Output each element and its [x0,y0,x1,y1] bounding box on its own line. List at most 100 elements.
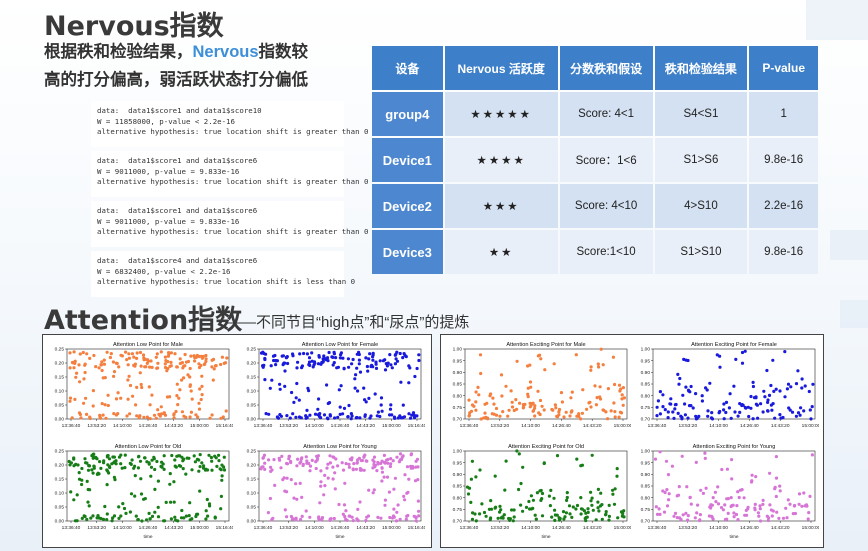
scatter-point [684,511,688,515]
scatter-point [611,355,615,359]
scatter-point [747,414,751,419]
scatter-point [163,355,167,359]
scatter-point [667,492,671,496]
scatter-point [790,410,795,414]
scatter-point [124,511,128,515]
scatter-point [290,390,294,395]
scatter-point [124,350,128,354]
scatter-point [395,510,399,514]
scatter-point [699,488,703,492]
x-tick-label: 13:53:20 [87,423,106,429]
code-line: data: data1$score1 and data1$score6 [97,156,258,165]
scatter-point [718,354,722,358]
scatter-point [535,491,539,495]
scatter-point [272,358,276,363]
scatter-point [582,509,586,513]
x-tick-label: 13:36:40 [460,525,479,531]
scatter-point [357,456,361,460]
scatter-point [487,507,491,511]
table-row: Device2 ★★★ Score: 4<10 4>S10 2.2e-16 [372,184,818,228]
scatter-point [611,492,615,496]
scatter-point [726,511,730,515]
scatter-plot: Attention Exciting Point for Male 0.70 0.7… [445,339,631,439]
scatter-point [126,363,130,367]
scatter-point [732,515,736,519]
scatter-point [774,494,778,499]
scatter-point [539,498,543,502]
scatter-point [317,355,321,359]
scatter-point [318,501,322,505]
scatter-point [521,403,525,407]
scatter-point [499,373,504,377]
scatter-point [153,467,157,472]
scatter-point [492,402,496,406]
scatter-point [382,453,386,457]
scatter-point [593,384,597,388]
scatter-point [100,402,104,406]
scatter-point [493,474,497,478]
scatter-point [478,468,482,472]
scatter-point [405,465,410,469]
scatter-point [753,506,757,510]
scatter-point [469,477,473,481]
scatter-point [129,492,134,496]
scatter-point [285,355,289,359]
scatter-point [190,468,194,472]
scatter-point [263,467,267,471]
scatter-point [553,513,557,517]
scatter-point [263,461,267,465]
scatter-point [347,465,351,469]
scatter-point [139,477,143,481]
scatter-point [278,458,282,462]
scatter-point [342,503,347,507]
scatter-point [372,488,376,492]
scatter-point [332,352,336,356]
y-tick-label: 0.80 [453,393,463,399]
scatter-point [170,453,174,458]
scatter-point [704,486,708,490]
scatter-point [218,467,222,471]
scatter-point [163,362,167,366]
scatter-point [591,508,595,512]
scatter-point [298,352,302,356]
scatter-point [273,483,277,487]
scatter-point [145,361,149,365]
scatter-point [172,413,176,417]
scatter-point [349,417,353,421]
scatter-point [133,474,137,478]
y-tick-label: 0.20 [247,463,257,469]
scatter-point [398,517,402,521]
scatter-point [355,415,359,420]
scatter-point [391,459,395,463]
scatter-point [564,511,568,515]
scatter-point [135,414,139,418]
scatter-point [328,454,332,458]
x-axis-label: time [143,534,152,540]
desc-highlight: Nervous [192,43,259,61]
x-tick-label: 14:10:00 [709,423,728,429]
scatter-point [300,366,304,370]
scatter-point [199,397,203,402]
scatter-point [194,514,198,519]
scatter-point [474,475,478,479]
x-tick-label: 14:10:00 [305,423,324,429]
scatter-point [138,414,142,418]
scatter-point [328,413,332,417]
scatter-point [294,415,298,419]
scatter-point [283,489,287,493]
scatter-point [710,515,714,519]
x-tick-label: 13:36:40 [62,423,81,429]
scatter-point [89,516,93,520]
scatter-point [180,508,184,513]
scatter-point [211,357,216,361]
scatter-point [590,496,594,500]
scatter-point [174,518,178,522]
scatter-plot: Attention Low Point for Male 0.00 0.05 0.10… [47,339,233,439]
scatter-point [488,518,492,522]
scatter-point [657,507,661,511]
scatter-point [180,410,184,414]
y-tick-label: 0.95 [453,460,463,466]
scatter-point [109,352,113,356]
scatter-point [285,515,289,519]
scatter-point [804,503,809,507]
